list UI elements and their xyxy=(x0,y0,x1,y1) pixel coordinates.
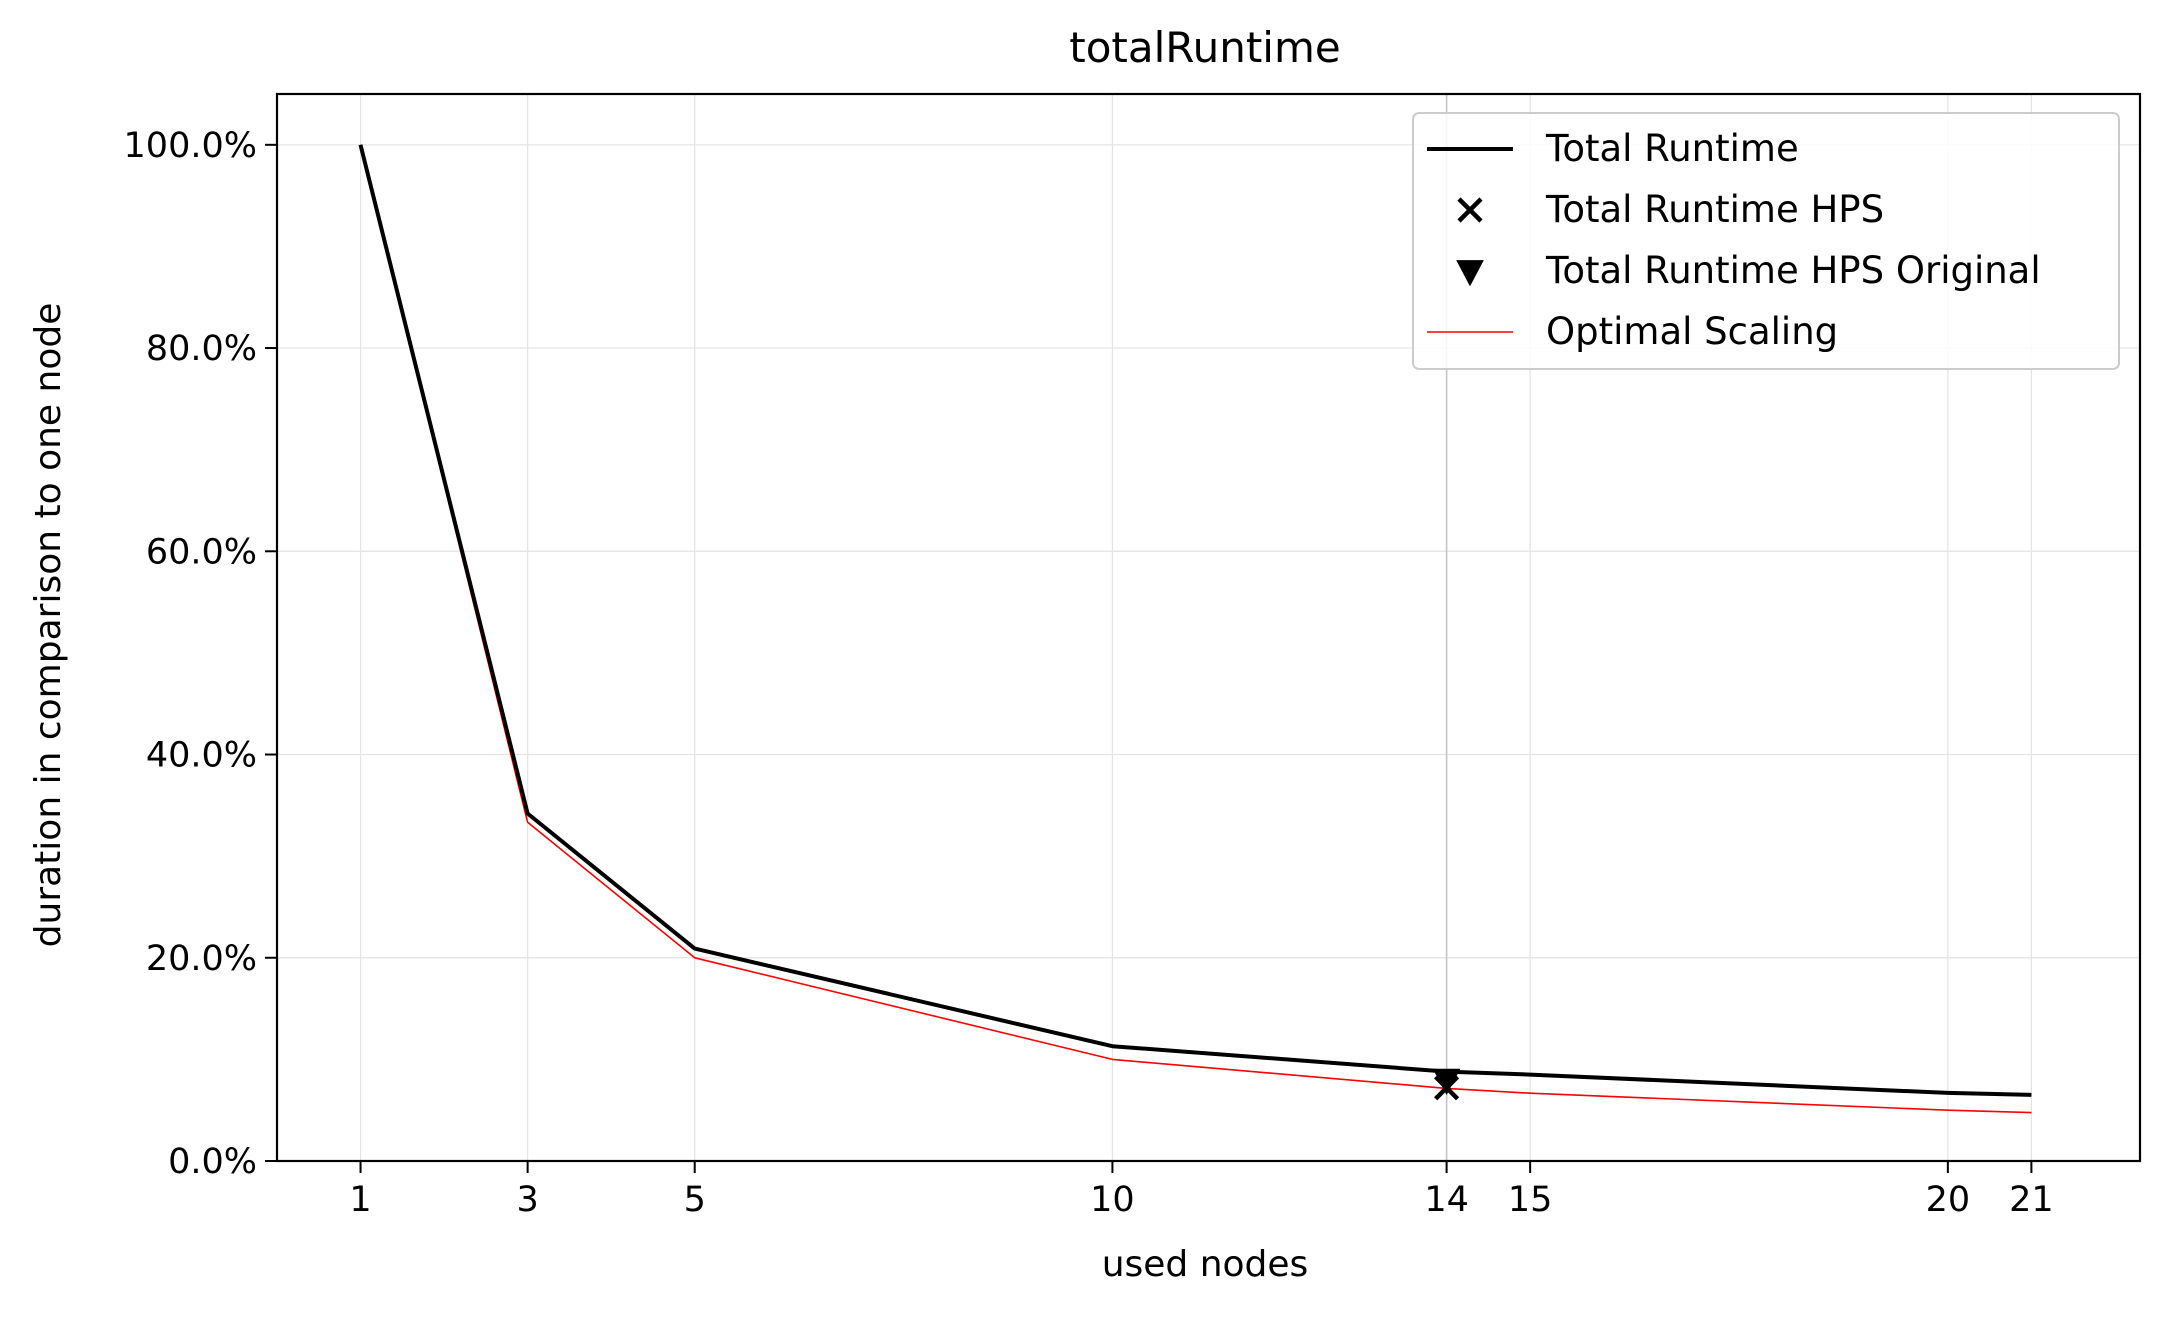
legend-handle xyxy=(1456,260,1484,287)
series-total-runtime xyxy=(358,144,2032,1097)
y-axis-label: duration in comparison to one node xyxy=(28,303,69,948)
x-axis-ticks: 1 3 5 10 14 15 20 21 xyxy=(349,1161,2054,1220)
data-point-total-runtime-hps xyxy=(1434,1075,1460,1101)
series-total-runtime-hps xyxy=(1434,1075,1460,1101)
legend-item: Total Runtime xyxy=(1427,127,1799,170)
legend-label: Optimal Scaling xyxy=(1546,310,1838,353)
x-tick-label: 1 xyxy=(349,1180,371,1220)
chart-title: totalRuntime xyxy=(1069,23,1340,72)
legend: Total Runtime Total Runtime HPS Total Runt… xyxy=(1412,112,2120,370)
legend-item: Total Runtime HPS xyxy=(1457,188,1884,231)
x-tick-label: 20 xyxy=(1926,1180,1971,1220)
legend-label: Total Runtime HPS Original xyxy=(1545,249,2041,292)
legend-box xyxy=(1412,112,2120,370)
x-axis-label: used nodes xyxy=(1102,1244,1309,1285)
x-tick-label: 3 xyxy=(516,1180,538,1220)
series-layer xyxy=(358,144,2032,1114)
x-tick-label: 21 xyxy=(2009,1180,2054,1220)
x-tick-label: 10 xyxy=(1090,1180,1135,1220)
legend-label: Total Runtime HPS xyxy=(1545,188,1884,231)
y-tick-label: 20.0% xyxy=(146,939,257,979)
legend-label: Total Runtime xyxy=(1545,127,1799,170)
legend-item: Total Runtime HPS Original xyxy=(1456,249,2041,292)
y-tick-label: 0.0% xyxy=(168,1142,257,1182)
x-tick-label: 5 xyxy=(684,1180,706,1220)
y-tick-label: 40.0% xyxy=(146,736,257,776)
legend-handle xyxy=(1457,197,1483,223)
legend-item: Optimal Scaling xyxy=(1427,310,1838,353)
series-optimal-scaling xyxy=(359,144,2032,1114)
series-line-total-runtime xyxy=(358,144,2032,1097)
x-tick-label: 14 xyxy=(1424,1180,1469,1220)
x-tick-label: 15 xyxy=(1508,1180,1553,1220)
y-tick-label: 60.0% xyxy=(146,532,257,572)
y-axis-ticks: 0.0% 20.0% 40.0% 60.0% 80.0% 100.0% xyxy=(124,126,277,1182)
y-tick-label: 100.0% xyxy=(124,126,257,166)
y-tick-label: 80.0% xyxy=(146,329,257,369)
plot-frame xyxy=(275,92,2142,1163)
series-line-optimal-scaling xyxy=(359,144,2032,1114)
